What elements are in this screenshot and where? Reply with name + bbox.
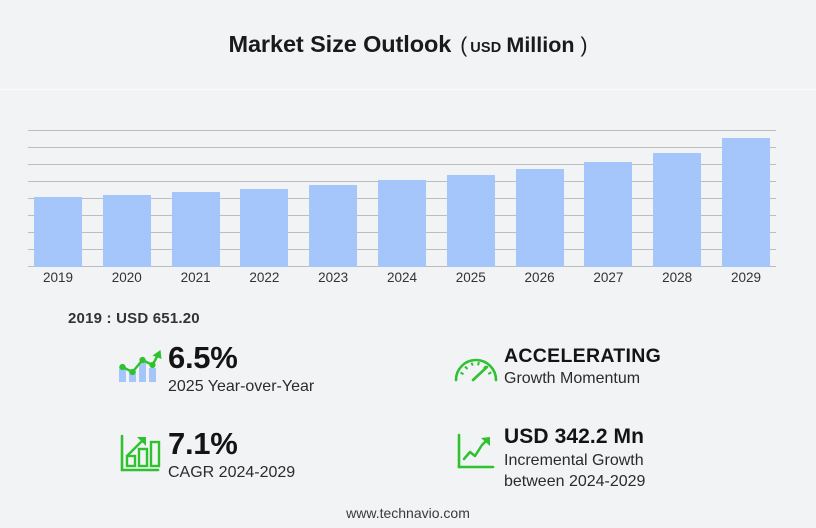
metric-label-cagr: CAGR 2024-2029 <box>168 463 296 481</box>
title-paren-open: ( <box>460 34 468 57</box>
bar-slot <box>441 130 501 267</box>
gridline <box>28 164 776 165</box>
x-label-2023: 2023 <box>318 270 349 285</box>
x-label-2019: 2019 <box>42 270 74 285</box>
baseline-value-note: 2019 : USD 651.20 <box>68 310 200 327</box>
bar-2023[interactable] <box>309 185 358 267</box>
x-label-2022: 2022 <box>249 270 280 285</box>
metric-label-yoy: 2025 Year-over-Year <box>168 377 315 395</box>
bar-slot <box>234 130 294 267</box>
chart-bars <box>28 130 776 267</box>
bar-2021[interactable] <box>171 192 220 267</box>
x-label-2026: 2026 <box>524 270 555 285</box>
bar-2025[interactable] <box>446 175 495 267</box>
x-label-2025: 2025 <box>455 270 486 285</box>
bar-line-growth-icon <box>112 342 168 384</box>
footer-website[interactable]: www.technavio.com <box>346 505 470 521</box>
bar-chart-arrow-icon <box>112 428 168 474</box>
metric-label-incremental-line2: between 2024-2029 <box>504 472 646 490</box>
metric-label-incremental-line1: Incremental Growth <box>504 452 644 470</box>
title-currency: USD <box>470 40 502 56</box>
metric-value-cagr: 7.1% <box>168 426 238 461</box>
bar-slot <box>510 130 570 267</box>
title-text: Market Size Outlook <box>228 31 452 57</box>
metric-card-text: USD 342.2 Mn Incremental Growth between … <box>504 425 646 492</box>
bar-slot <box>647 130 707 267</box>
title-paren-close: ) <box>580 34 588 57</box>
metric-label-momentum: Growth Momentum <box>504 370 641 388</box>
bar-2026[interactable] <box>515 169 564 267</box>
bar-2027[interactable] <box>584 162 633 267</box>
bar-2029[interactable] <box>721 138 770 267</box>
bar-chart: 2019 2020 2021 2022 2023 2024 2025 2026 … <box>0 90 816 296</box>
bar-slot <box>372 130 432 267</box>
bar-2022[interactable] <box>240 189 289 267</box>
metric-value-incremental: USD 342.2 Mn <box>504 425 645 448</box>
bar-slot <box>716 130 776 267</box>
x-label-2027: 2027 <box>593 270 624 285</box>
x-label-2024: 2024 <box>386 270 417 285</box>
header-divider <box>0 89 816 90</box>
title-unit: Million <box>506 33 575 57</box>
gauge-speedometer-icon <box>448 346 504 384</box>
bar-2024[interactable] <box>377 180 426 267</box>
bar-slot <box>578 130 638 267</box>
bar-slot <box>303 130 363 267</box>
bar-2019[interactable] <box>34 197 82 267</box>
trend-line-arrow-icon <box>448 426 504 472</box>
metric-card-momentum: ACCELERATING Growth Momentum <box>448 346 661 390</box>
metric-card-text: ACCELERATING Growth Momentum <box>504 346 661 390</box>
metric-card-incremental: USD 342.2 Mn Incremental Growth between … <box>448 425 646 492</box>
bar-2020[interactable] <box>102 195 151 267</box>
metric-cards: 6.5% 2025 Year-over-Year ACCELERATING Gr… <box>0 338 816 503</box>
x-label-2029: 2029 <box>730 270 761 285</box>
bar-2028[interactable] <box>653 153 702 267</box>
x-label-2020: 2020 <box>111 270 142 285</box>
gridline <box>28 130 776 131</box>
gridline <box>28 147 776 148</box>
bar-slot <box>97 130 157 267</box>
metric-card-text: 7.1% CAGR 2024-2029 <box>168 428 295 483</box>
bar-slot <box>166 130 226 267</box>
metric-card-cagr: 7.1% CAGR 2024-2029 <box>112 428 295 483</box>
metric-value-yoy: 6.5% <box>168 340 238 375</box>
bar-slot <box>28 130 88 267</box>
page-title: Market Size Outlook ( USD Million ) <box>228 31 587 58</box>
metric-card-yoy: 6.5% 2025 Year-over-Year <box>112 342 314 397</box>
x-axis-labels: 2019 2020 2021 2022 2023 2024 2025 2026 … <box>28 270 776 285</box>
metric-value-momentum: ACCELERATING <box>504 345 662 367</box>
x-label-2021: 2021 <box>180 270 211 285</box>
chart-header: Market Size Outlook ( USD Million ) <box>0 0 816 89</box>
metric-card-text: 6.5% 2025 Year-over-Year <box>168 342 314 397</box>
x-label-2028: 2028 <box>662 270 693 285</box>
